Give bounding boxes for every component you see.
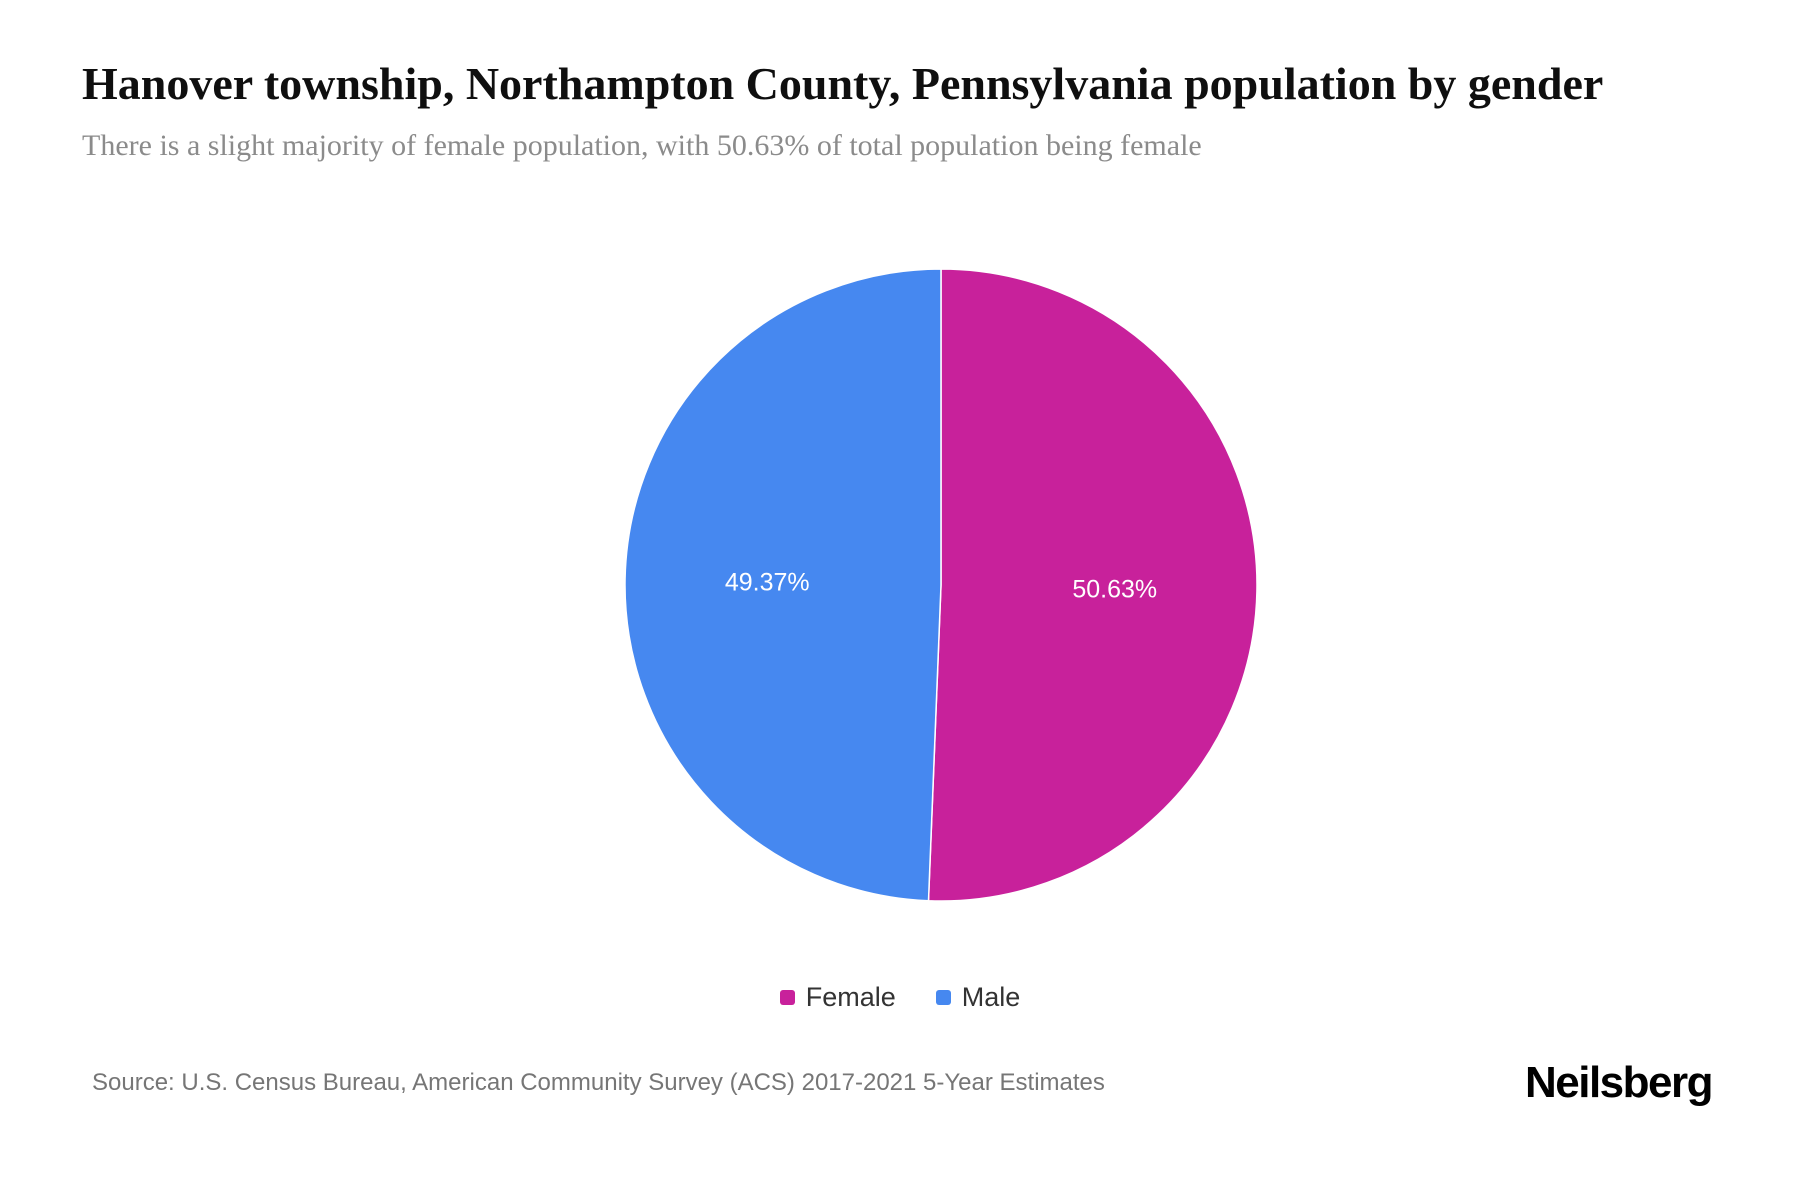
legend-label-female: Female [805, 982, 896, 1012]
slice-label-male: 49.37% [725, 569, 810, 597]
neilsberg-logo: Neilsberg [1524, 1058, 1714, 1107]
chart-legend: Female Male [0, 982, 1800, 1013]
pie-slice-male[interactable] [624, 268, 942, 902]
legend-label-male: Male [961, 982, 1021, 1012]
page-subtitle: There is a slight majority of female pop… [82, 129, 1202, 163]
source-attribution: Source: U.S. Census Bureau, American Com… [92, 1069, 1105, 1096]
legend-item-male[interactable]: Male [935, 982, 1021, 1013]
chart-footer: Source: U.S. Census Bureau, American Com… [92, 1058, 1714, 1108]
pie-chart: 50.63% 49.37% [541, 185, 1341, 985]
legend-item-female[interactable]: Female [779, 982, 896, 1013]
chart-header: Hanover township, Northampton County, Pe… [82, 56, 1800, 163]
slice-label-female: 50.63% [1072, 575, 1157, 603]
legend-swatch-male [935, 990, 951, 1005]
page-title: Hanover township, Northampton County, Pe… [82, 58, 1604, 109]
legend-swatch-female [779, 990, 795, 1005]
pie-slice-female[interactable] [927, 268, 1258, 902]
pie-chart-svg: 50.63% 49.37% [624, 268, 1258, 902]
